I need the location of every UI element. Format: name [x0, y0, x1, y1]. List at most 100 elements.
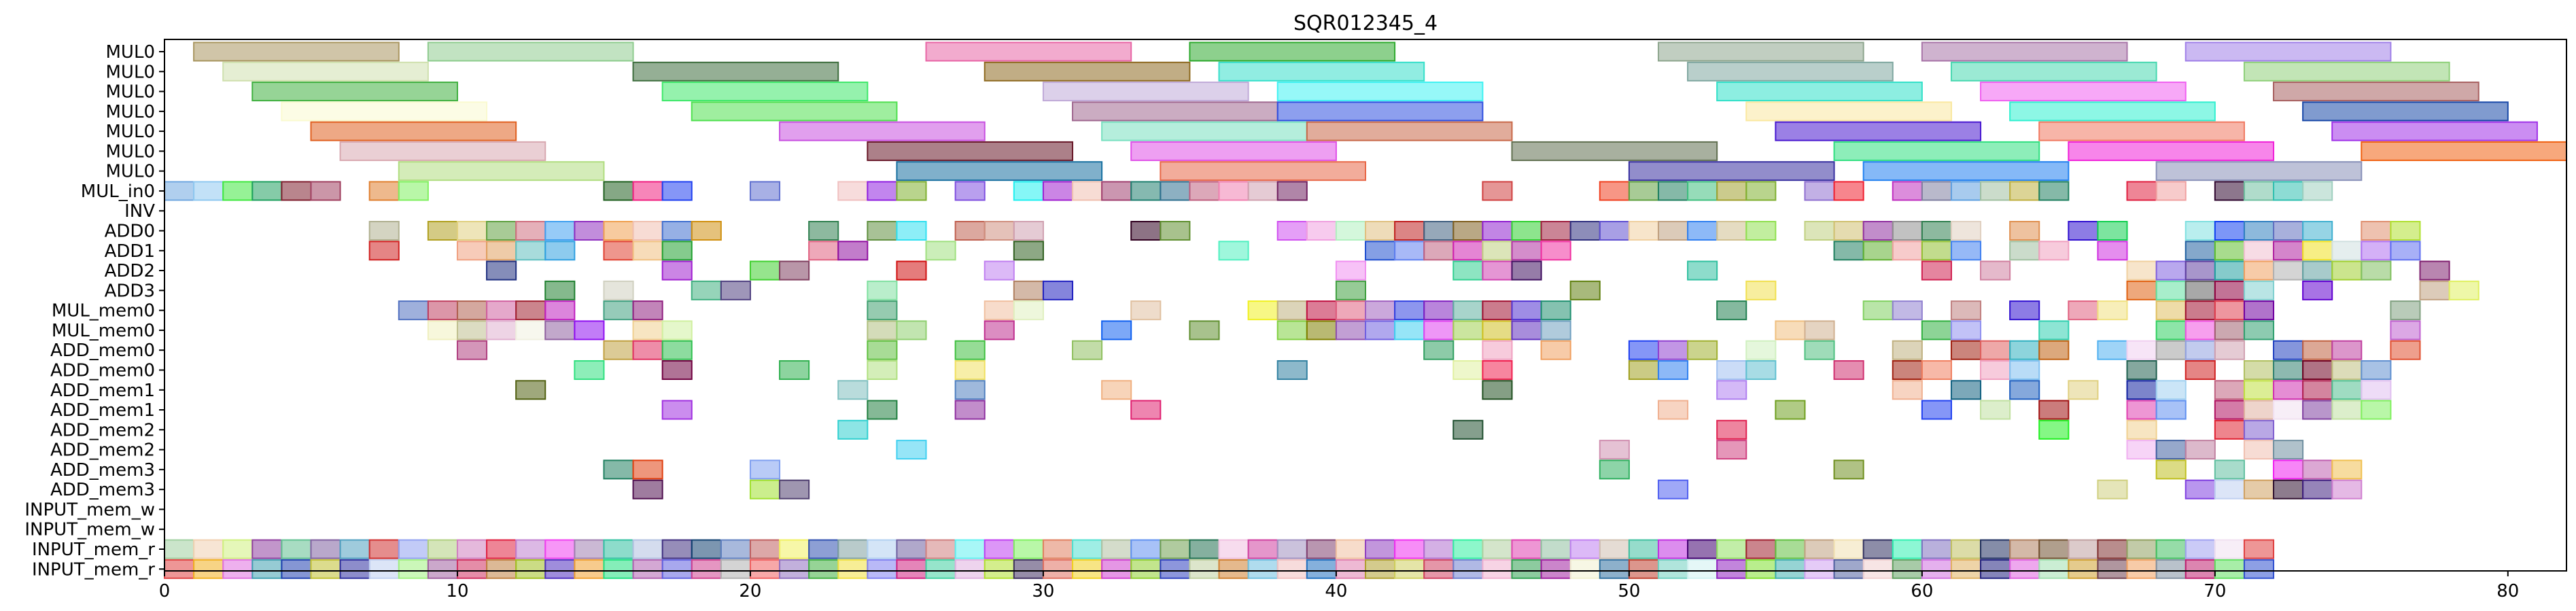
task-bar — [1482, 241, 1513, 261]
task-bar — [1365, 320, 1396, 341]
task-bar — [1833, 141, 2040, 161]
task-bar — [2243, 539, 2275, 559]
task-bar — [1599, 181, 1630, 201]
task-bar — [1394, 300, 1425, 321]
y-tick-label: MUL0 — [106, 122, 156, 142]
task-bar — [1687, 260, 1718, 281]
task-bar — [896, 440, 927, 460]
task-bar — [2361, 221, 2392, 241]
task-bar — [2155, 161, 2363, 181]
task-bar — [1276, 82, 1484, 102]
task-bar — [1804, 221, 1835, 241]
task-bar — [339, 539, 370, 559]
task-bar — [486, 221, 517, 241]
task-bar — [2302, 181, 2333, 201]
task-bar — [1511, 241, 1542, 261]
y-tick-label: ADD_mem2 — [50, 420, 155, 440]
task-bar — [1950, 320, 1982, 341]
task-bar — [2214, 260, 2245, 281]
task-bar — [251, 559, 283, 579]
task-bar — [1657, 221, 1689, 241]
task-bar — [2009, 360, 2040, 380]
task-bar — [544, 300, 576, 321]
y-tick-label: MUL_mem0 — [52, 301, 155, 321]
task-bar — [544, 280, 576, 300]
task-bar — [954, 559, 986, 579]
task-bar — [2273, 479, 2304, 500]
task-bar — [1892, 241, 1923, 261]
task-bar — [749, 479, 781, 500]
task-bar — [398, 539, 429, 559]
task-bar — [1276, 101, 1484, 122]
task-bar — [632, 181, 663, 201]
task-bar — [2243, 181, 2275, 201]
task-bar — [779, 539, 810, 559]
y-tick-label: ADD1 — [105, 241, 155, 262]
task-bar — [1482, 260, 1513, 281]
task-bar — [2009, 340, 2040, 360]
task-bar — [2419, 260, 2450, 281]
task-bar — [1130, 181, 1162, 201]
task-bar — [1980, 360, 2011, 380]
task-bar — [2185, 559, 2216, 579]
task-bar — [1452, 260, 1484, 281]
task-bar — [867, 221, 898, 241]
x-tick-label: 80 — [2496, 581, 2519, 601]
task-bar — [2009, 241, 2040, 261]
task-bar — [2038, 340, 2070, 360]
task-bar — [2009, 300, 2040, 321]
task-bar — [2214, 300, 2245, 321]
task-bar — [544, 539, 576, 559]
task-bar — [193, 559, 224, 579]
task-bar — [1657, 181, 1689, 201]
task-bar — [1921, 181, 1952, 201]
task-bar — [1335, 539, 1367, 559]
task-bar — [1130, 221, 1162, 241]
task-bar — [2243, 419, 2275, 440]
task-bar — [1276, 320, 1308, 341]
task-bar — [2155, 380, 2187, 400]
y-tick-label: ADD_mem3 — [50, 460, 155, 481]
task-bar — [2243, 360, 2275, 380]
task-bar — [2302, 101, 2509, 122]
chart-title: SQR012345_4 — [1293, 12, 1438, 35]
task-bar — [2155, 440, 2187, 460]
task-bar — [2038, 559, 2070, 579]
task-bar — [1569, 221, 1601, 241]
task-bar — [2390, 300, 2421, 321]
task-bar — [2126, 400, 2157, 420]
task-bar — [691, 559, 722, 579]
task-bar — [1745, 280, 1777, 300]
task-bar — [2155, 340, 2187, 360]
task-bar — [2361, 141, 2568, 161]
task-bar — [1306, 121, 1513, 141]
task-bar — [2243, 280, 2275, 300]
task-bar — [2273, 400, 2304, 420]
task-bar — [1892, 300, 1923, 321]
task-bar — [1921, 260, 1952, 281]
task-bar — [1130, 559, 1162, 579]
task-bar — [720, 539, 751, 559]
task-bar — [2361, 380, 2392, 400]
task-bar — [1950, 559, 1982, 579]
task-bar — [954, 400, 986, 420]
task-bar — [1042, 280, 1074, 300]
task-bar — [1189, 539, 1220, 559]
task-bar — [398, 559, 429, 579]
task-bar — [1423, 300, 1455, 321]
task-bar — [251, 539, 283, 559]
task-bar — [1657, 479, 1689, 500]
task-bar — [1511, 559, 1542, 579]
task-bar — [398, 300, 429, 321]
task-bar — [2038, 181, 2070, 201]
task-bar — [1189, 559, 1220, 579]
task-bar — [1892, 360, 1923, 380]
task-bar — [2243, 260, 2275, 281]
task-bar — [456, 539, 488, 559]
task-bar — [603, 181, 634, 201]
y-tick-label: ADD_mem1 — [50, 381, 155, 401]
task-bar — [1950, 221, 1982, 241]
x-tick-label: 10 — [446, 581, 468, 601]
task-bar — [1804, 539, 1835, 559]
task-bar — [2126, 380, 2157, 400]
